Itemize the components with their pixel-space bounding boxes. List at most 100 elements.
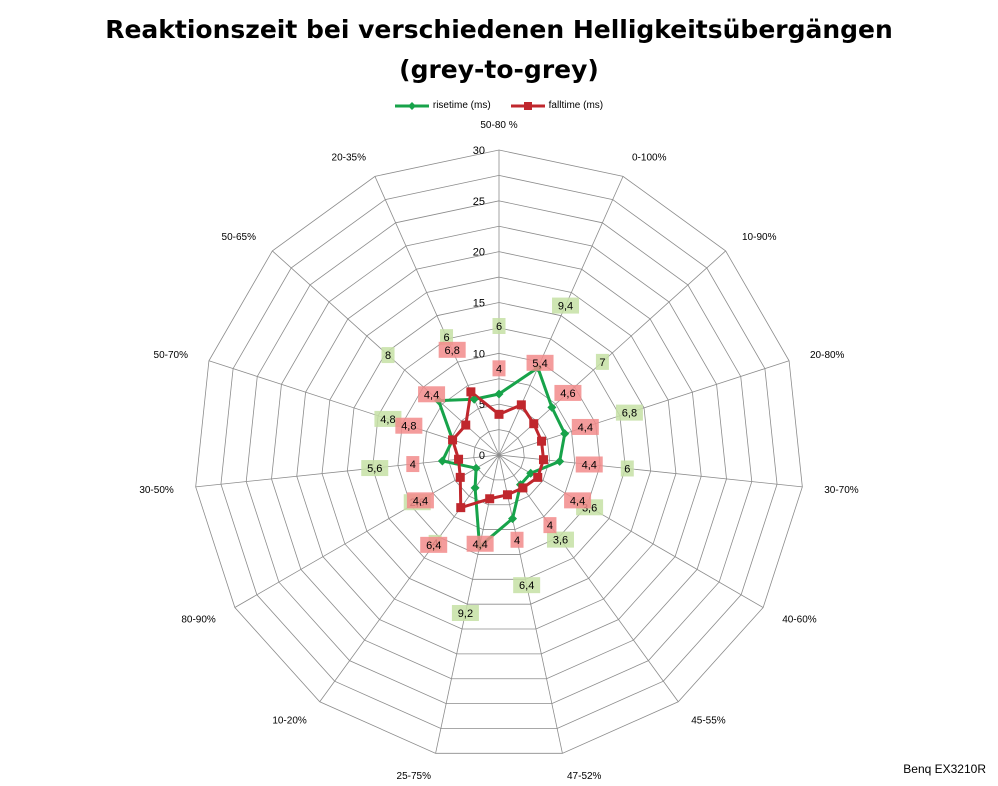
data-label-risetime: 9,2: [458, 608, 473, 620]
category-label: 50-65%: [222, 232, 257, 243]
data-point-risetime: [471, 463, 481, 473]
data-label-bg-risetime: [552, 297, 580, 314]
legend: risetime (ms) falltime (ms): [0, 100, 998, 111]
grid-spoke: [498, 454, 679, 702]
axis-tick-label: 20: [473, 247, 485, 259]
data-label-bg-falltime: [510, 531, 524, 548]
grid-ring: [195, 149, 803, 754]
data-label-falltime: 4,4: [570, 495, 585, 507]
data-point-risetime: [526, 468, 536, 478]
data-point-falltime: [455, 472, 465, 482]
data-label-risetime: 6: [496, 321, 502, 333]
category-label: 10-20%: [272, 716, 307, 727]
data-point-falltime: [448, 435, 458, 445]
data-label-risetime: 6: [624, 463, 630, 475]
axis-tick-label: 25: [473, 196, 485, 208]
data-label-bg-falltime: [554, 384, 582, 401]
category-label: 47-52%: [567, 771, 602, 782]
data-point-risetime: [508, 514, 518, 524]
legend-item-falltime: falltime (ms): [510, 100, 604, 111]
grid-ring: [397, 352, 601, 555]
data-label-falltime: 4,4: [472, 539, 487, 551]
grid-spoke: [498, 454, 563, 754]
legend-swatch-risetime: [394, 101, 429, 110]
data-label-falltime: 4: [410, 459, 416, 471]
data-label-risetime: 3,6: [553, 535, 568, 547]
data-label-falltime: 4,4: [582, 459, 597, 471]
data-point-falltime: [494, 409, 504, 419]
data-label-risetime: 8: [385, 350, 391, 362]
data-label-falltime: 4,4: [424, 389, 439, 401]
category-label: 30-50%: [139, 485, 174, 496]
category-label: 0-100%: [632, 152, 667, 163]
category-label: 80-90%: [181, 615, 216, 626]
data-label-bg-falltime: [420, 536, 448, 553]
chart-title-line-2: (grey-to-grey): [399, 55, 599, 84]
data-label-falltime: 4,8: [401, 421, 416, 433]
axis-tick-label: 0: [479, 450, 485, 462]
data-label-bg-risetime: [492, 318, 506, 334]
data-point-falltime: [466, 387, 476, 397]
data-label-risetime: 4,8: [380, 414, 395, 426]
legend-label-risetime: risetime (ms): [432, 100, 491, 111]
data-label-falltime: 4: [496, 363, 502, 375]
data-label-bg-risetime: [546, 531, 574, 548]
grid-ring: [372, 327, 626, 580]
data-label-bg-falltime: [571, 418, 599, 435]
data-point-risetime: [470, 483, 480, 493]
legend-label-falltime: falltime (ms): [548, 100, 604, 111]
chart-title: Reaktionszeit bei verschiedenen Helligke…: [0, 10, 998, 90]
data-label-bg-falltime: [395, 417, 423, 434]
data-label-bg-risetime: [381, 347, 395, 364]
grid-ring: [473, 429, 525, 481]
category-label: 20-35%: [332, 152, 367, 163]
data-label-bg-falltime: [543, 517, 557, 534]
axis-tick-label: 30: [473, 145, 485, 157]
grid-ring: [245, 200, 753, 705]
data-label-bg-falltime: [564, 492, 592, 509]
data-label-bg-falltime: [438, 341, 466, 358]
data-label-bg-risetime: [451, 605, 479, 622]
data-label-bg-falltime: [418, 386, 446, 403]
data-label-falltime: 6,8: [445, 345, 460, 357]
data-point-falltime: [533, 472, 543, 482]
data-label-bg-risetime: [595, 353, 609, 370]
data-point-risetime: [494, 389, 504, 399]
category-label: 45-55%: [691, 716, 726, 727]
data-point-falltime: [461, 420, 471, 430]
data-label-bg-risetime: [440, 329, 454, 346]
axis-tick-label: 10: [473, 348, 485, 360]
data-label-bg-risetime: [374, 410, 402, 427]
data-point-falltime: [456, 503, 466, 513]
data-label-risetime: 7: [599, 357, 605, 369]
category-label: 50-70%: [154, 350, 189, 361]
category-label: 20-80%: [810, 350, 845, 361]
data-point-falltime: [502, 490, 512, 500]
data-point-falltime: [454, 454, 464, 464]
data-point-risetime: [437, 456, 447, 466]
category-label: 25-75%: [397, 771, 432, 782]
data-point-falltime: [538, 455, 548, 465]
data-point-risetime: [547, 402, 557, 412]
grid-ring: [346, 302, 652, 605]
data-label-falltime: 4: [514, 535, 520, 547]
data-point-risetime: [560, 429, 570, 439]
data-label-risetime: 5,6: [367, 463, 382, 475]
data-label-bg-falltime: [406, 456, 420, 473]
grid-spoke: [498, 360, 790, 456]
data-label-bg-falltime: [526, 354, 554, 371]
data-point-falltime: [516, 400, 526, 410]
data-label-falltime: 4,4: [413, 495, 428, 507]
data-label-bg-risetime: [361, 460, 389, 477]
data-point-falltime: [529, 419, 539, 429]
data-label-bg-risetime: [615, 404, 643, 421]
grid-spoke: [498, 454, 803, 488]
grid-spoke: [498, 454, 764, 608]
axis-tick-label: 15: [473, 298, 485, 310]
grid-ring: [448, 403, 550, 506]
data-label-falltime: 4,6: [560, 388, 575, 400]
grid-ring: [220, 175, 778, 729]
category-label: 40-60%: [782, 615, 817, 626]
data-label-falltime: 6,4: [426, 540, 441, 552]
